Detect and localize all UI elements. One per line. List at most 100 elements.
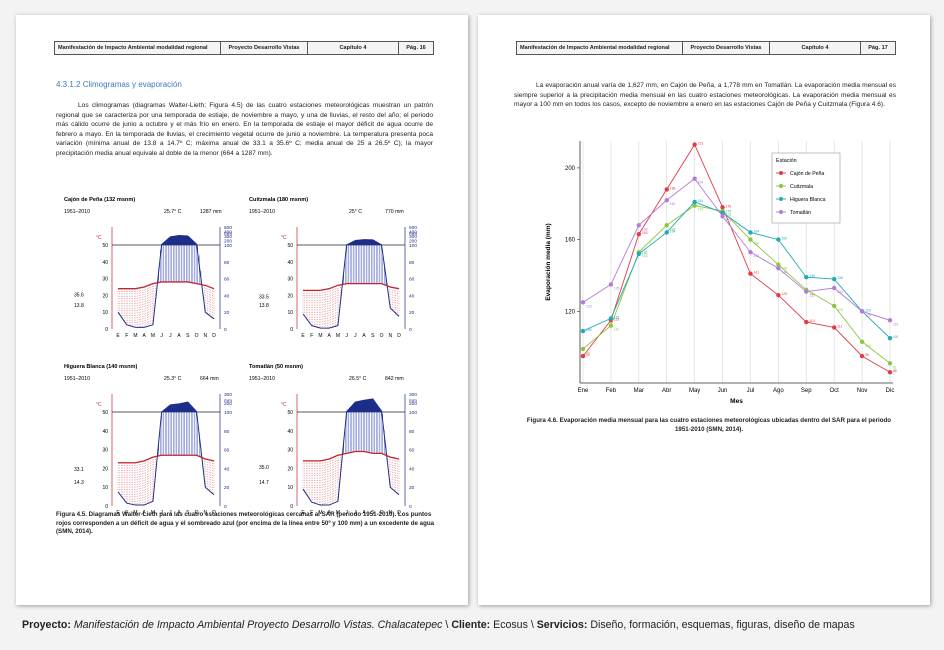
- month-label: D: [397, 333, 401, 339]
- walter-lieth-cuitzmala: Cuitzmala (180 msnm) 1951–2010 25° C 770 mm…: [245, 191, 433, 339]
- temp-unit: °C: [281, 235, 287, 241]
- data-point: [859, 353, 865, 359]
- precip-tick-label: 20: [409, 310, 415, 316]
- data-label: 125: [586, 304, 592, 308]
- month-label: F: [310, 333, 313, 339]
- t-max-label: 33.5: [259, 294, 269, 300]
- month-label: J: [169, 333, 172, 339]
- water-excess-area: [161, 235, 197, 245]
- month-label: D: [212, 510, 216, 516]
- t-max-label: 35.6: [74, 293, 84, 299]
- precip-tick-label: 200: [224, 239, 232, 245]
- month-label: D: [212, 333, 216, 339]
- station-mean-temp: 25.7° C: [164, 209, 182, 215]
- month-label: M: [151, 510, 155, 516]
- data-point: [580, 353, 586, 359]
- legend-swatch-dot: [779, 210, 783, 214]
- data-label: 213: [698, 142, 704, 146]
- precip-tick-label: 40: [224, 466, 230, 472]
- data-label: 164: [670, 229, 676, 233]
- header-chapter: Capítulo 4: [770, 42, 861, 54]
- temp-tick-label: 50: [102, 410, 108, 416]
- precip-tick-label: 300: [224, 234, 232, 240]
- walter-lieth-svg: Tomatlán (50 msnm) 1951–2010 26.5° C 842 mm…: [249, 364, 417, 516]
- page-header: Manifestación de Impacto Ambiental modal…: [54, 41, 434, 55]
- header-page-number: Pág. 17: [868, 45, 888, 51]
- walter-lieth-cajon-de-pena: Cajón de Peña (132 msnm) 1951–2010 25.7° C…: [60, 191, 248, 339]
- month-label: A: [143, 333, 147, 339]
- precip-tick-label: 200: [224, 401, 232, 407]
- t-max-label: 35.0: [259, 465, 269, 471]
- data-point: [748, 230, 753, 235]
- data-point: [608, 323, 614, 328]
- header-project: Proyecto Desarrollo Vistas: [683, 42, 770, 54]
- data-point: [887, 370, 893, 375]
- temp-unit: °C: [96, 235, 102, 241]
- temp-tick-label: 20: [102, 466, 108, 472]
- station-title: Higuera Blanca (140 msnm): [64, 364, 138, 370]
- legend-title: Estación: [776, 158, 797, 164]
- data-point: [887, 335, 893, 341]
- data-label: 105: [893, 335, 898, 339]
- data-label: 95: [865, 353, 869, 357]
- temp-unit: °C: [96, 402, 102, 408]
- data-point: [664, 197, 669, 203]
- walter-lieth-svg: Higuera Blanca (140 msnm) 1951–2010 25.3° …: [64, 364, 232, 516]
- data-point: [748, 249, 753, 255]
- station-mean-temp: 26.5° C: [349, 376, 367, 382]
- precip-tick-label: 20: [409, 485, 415, 491]
- temp-tick-label: 40: [287, 429, 293, 435]
- x-tick-label: Ene: [578, 388, 589, 394]
- data-point: [776, 237, 781, 242]
- temp-tick-label: 30: [102, 277, 108, 283]
- data-label: 95: [586, 353, 590, 357]
- month-label: A: [177, 333, 181, 339]
- precip-tick-label: 500: [409, 225, 417, 231]
- data-label: 115: [614, 317, 620, 321]
- x-tick-label: Sep: [801, 388, 812, 394]
- figure-caption: Figura 4.6. Evaporación media mensual pa…: [526, 417, 892, 433]
- precip-tick-label: 40: [224, 293, 230, 299]
- data-label: 138: [837, 276, 843, 280]
- month-label: A: [362, 510, 366, 516]
- footer-separator: \: [445, 619, 449, 631]
- precip-tick-label: 0: [224, 327, 227, 333]
- legend-swatch-dot: [779, 197, 783, 201]
- header-chapter: Capítulo 4: [308, 42, 399, 54]
- precip-tick-label: 200: [409, 239, 417, 245]
- temp-tick-label: 20: [102, 293, 108, 299]
- legend-entry: Tomatlán: [790, 210, 811, 216]
- temp-tick-label: 30: [287, 448, 293, 454]
- x-tick-label: Jul: [747, 388, 755, 394]
- precip-tick-label: 200: [409, 401, 417, 407]
- data-label: 182: [670, 202, 676, 206]
- data-label: 168: [642, 227, 648, 231]
- month-label: N: [203, 510, 207, 516]
- t-min-label: 14.7: [259, 480, 269, 486]
- data-label: 152: [642, 251, 648, 255]
- data-label: 123: [837, 308, 843, 312]
- month-label: M: [133, 510, 137, 516]
- temp-tick-label: 10: [287, 310, 293, 316]
- data-label: 144: [781, 270, 787, 274]
- temp-line: [118, 281, 215, 290]
- data-point: [776, 292, 781, 298]
- data-point: [859, 339, 865, 344]
- data-point: [580, 328, 586, 334]
- data-label: 168: [670, 227, 676, 231]
- data-label: 153: [753, 254, 759, 258]
- temp-tick-label: 50: [102, 243, 108, 249]
- data-label: 114: [809, 319, 815, 323]
- data-label: 103: [865, 344, 871, 348]
- figure-caption: Figura 4.5. Diagramas Walter-Lieth para …: [56, 511, 435, 536]
- precip-tick-label: 400: [409, 230, 417, 236]
- data-point: [804, 275, 809, 280]
- page-header: Manifestación de Impacto Ambiental modal…: [516, 41, 896, 55]
- data-point: [831, 285, 837, 291]
- precip-unit: mm: [224, 232, 232, 237]
- month-label: M: [133, 333, 137, 339]
- month-label: M: [336, 510, 340, 516]
- station-title: Cajón de Peña (132 msnm): [64, 197, 135, 203]
- month-label: E: [301, 510, 305, 516]
- x-tick-label: Ago: [773, 388, 784, 394]
